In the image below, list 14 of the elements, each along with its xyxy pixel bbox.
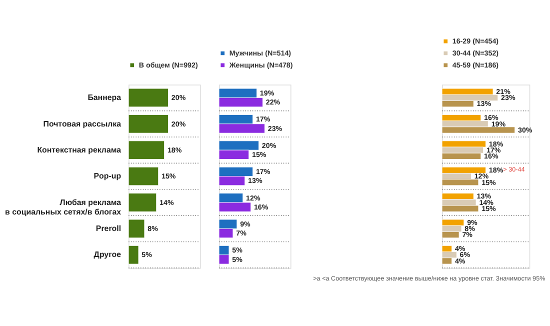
y-tick-label: Preroll bbox=[96, 224, 122, 234]
y-tick-label: Баннера bbox=[88, 93, 122, 102]
bar bbox=[128, 245, 139, 264]
y-tick-label: Почтовая рассылка bbox=[43, 119, 122, 128]
y-tick-label: Контекстная реклама bbox=[37, 145, 122, 154]
y-tick-label: Pop-up bbox=[94, 172, 122, 181]
bar bbox=[128, 140, 164, 160]
bar bbox=[128, 193, 157, 212]
bar bbox=[128, 114, 168, 134]
bar bbox=[128, 166, 159, 186]
y-tick-label: Другое bbox=[94, 250, 122, 260]
y-tick-label: Любая реклама в социальных сетях/в блогах bbox=[5, 198, 122, 216]
bar bbox=[128, 219, 145, 238]
bar bbox=[128, 88, 168, 108]
